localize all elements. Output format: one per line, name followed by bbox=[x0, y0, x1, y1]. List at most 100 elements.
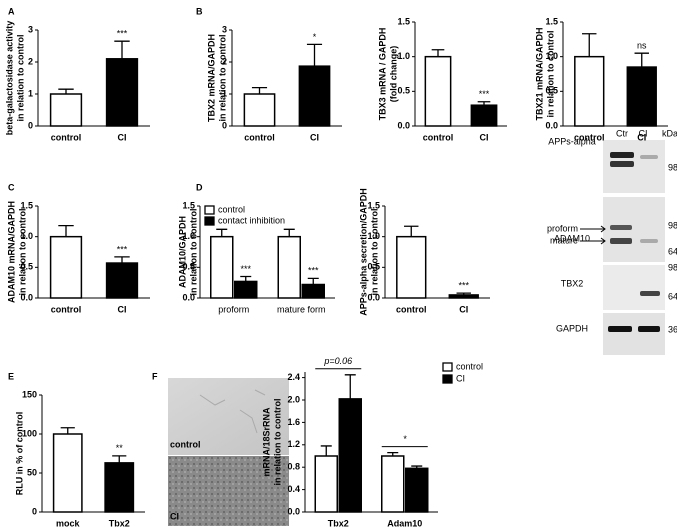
bar bbox=[448, 294, 479, 299]
y-tick-label: 100 bbox=[22, 428, 37, 438]
error-bar bbox=[240, 275, 252, 282]
y-tick-label: 3 bbox=[222, 24, 227, 34]
y-axis-label: TBX2 mRNA/GAPDH bbox=[206, 34, 216, 122]
error-bar bbox=[307, 277, 319, 285]
x-tick-label: control bbox=[574, 132, 605, 142]
annotation: ** bbox=[116, 443, 124, 453]
y-tick-label: 1.5 bbox=[20, 200, 33, 210]
annotation: *** bbox=[308, 266, 319, 276]
y-axis-label: ADAM10 mRNA/GAPDH bbox=[6, 201, 16, 303]
x-tick-label: CI bbox=[310, 132, 319, 142]
error-bar bbox=[431, 49, 445, 57]
annotation: *** bbox=[117, 29, 128, 39]
y-tick-label: 0.0 bbox=[367, 292, 380, 302]
cell-outline bbox=[199, 389, 266, 434]
annotation: *** bbox=[117, 244, 128, 254]
lane-label: CI bbox=[639, 128, 648, 138]
x-tick-label: CI bbox=[480, 132, 489, 142]
y-tick-label: 1.6 bbox=[287, 417, 300, 427]
legend-swatch bbox=[442, 362, 453, 372]
y-tick-label: 50 bbox=[27, 467, 37, 477]
y-tick-label: 0.5 bbox=[397, 86, 410, 96]
y-tick-label: 1.0 bbox=[20, 231, 33, 241]
x-tick-label: Tbx2 bbox=[328, 518, 349, 527]
panel-letter: F bbox=[152, 371, 158, 381]
legend-swatch bbox=[442, 374, 453, 384]
bar bbox=[234, 280, 258, 299]
y-tick-label: 2 bbox=[28, 56, 33, 66]
micrograph-ci bbox=[168, 456, 289, 526]
x-tick-label: CI bbox=[118, 304, 127, 314]
bar bbox=[104, 462, 135, 513]
annotation: *** bbox=[479, 89, 490, 99]
bar bbox=[301, 283, 325, 299]
y-axis-label: in relation to control bbox=[217, 35, 227, 122]
x-tick-label: control bbox=[51, 132, 82, 142]
panel-letter: A bbox=[8, 6, 15, 16]
bar bbox=[396, 235, 427, 299]
y-tick-label: 0.4 bbox=[287, 484, 300, 494]
y-tick-label: 0.5 bbox=[545, 86, 558, 96]
y-tick-label: 0 bbox=[32, 506, 37, 516]
y-axis-label: APPs-alpha secretion/GAPDH bbox=[358, 188, 368, 316]
x-tick-label: CI bbox=[459, 304, 468, 314]
blot-row-label: ADAM10 bbox=[554, 233, 590, 243]
bar bbox=[338, 398, 362, 513]
band bbox=[610, 225, 632, 230]
image-label: CI bbox=[170, 511, 179, 521]
legend-swatch bbox=[204, 205, 215, 215]
bar bbox=[277, 235, 301, 299]
bar bbox=[381, 455, 405, 513]
bar bbox=[210, 235, 234, 299]
blot-row-label: TBX2 bbox=[561, 278, 584, 288]
y-tick-label: 0.0 bbox=[287, 506, 300, 516]
band bbox=[610, 152, 634, 158]
panel-letter: E bbox=[8, 371, 14, 381]
y-axis-label: TBX21 mRNA/GAPDH bbox=[534, 27, 544, 120]
y-axis-label: in relation to control bbox=[17, 209, 27, 296]
bar bbox=[243, 93, 276, 127]
x-tick-label: control bbox=[396, 304, 427, 314]
blot-strip bbox=[603, 313, 665, 355]
annotation: ns bbox=[637, 41, 647, 51]
x-tick-label: CI bbox=[118, 132, 127, 142]
y-tick-label: 1.0 bbox=[545, 51, 558, 61]
error-bar bbox=[58, 224, 74, 237]
annotation: p=0.06 bbox=[323, 356, 352, 366]
y-tick-label: 0.0 bbox=[545, 120, 558, 130]
y-tick-label: 0.0 bbox=[397, 120, 410, 130]
legend-swatch bbox=[204, 216, 215, 226]
y-axis-label: mRNA/18SrRNA bbox=[261, 407, 271, 477]
bar bbox=[298, 65, 331, 127]
y-tick-label: 1.0 bbox=[397, 51, 410, 61]
legend-label: CI bbox=[456, 373, 465, 383]
x-tick-label: control bbox=[51, 304, 82, 314]
band bbox=[640, 239, 658, 243]
panel-letter: D bbox=[196, 182, 203, 192]
y-tick-label: 2 bbox=[222, 56, 227, 66]
y-axis-label: in relation to control bbox=[369, 209, 379, 296]
y-axis-label: in relation to control bbox=[15, 35, 25, 122]
error-bar bbox=[114, 256, 130, 264]
legend-label: control bbox=[218, 204, 245, 214]
panel-letter: C bbox=[8, 182, 15, 192]
error-bar bbox=[112, 455, 127, 463]
x-tick-label: Adam10 bbox=[387, 518, 422, 527]
error-bar bbox=[114, 40, 130, 59]
bar bbox=[314, 455, 338, 513]
error-bar bbox=[344, 374, 356, 399]
legend-label: contact inhibition bbox=[218, 215, 285, 225]
y-axis-label: in relation to control bbox=[545, 31, 555, 118]
bar bbox=[105, 58, 139, 127]
micrograph-control bbox=[168, 378, 289, 455]
error-bar bbox=[58, 88, 74, 94]
kda-label: 98 bbox=[668, 220, 677, 230]
y-tick-label: 1 bbox=[28, 88, 33, 98]
band bbox=[610, 238, 632, 244]
error-bar bbox=[306, 43, 323, 67]
x-tick-label: CI bbox=[637, 132, 646, 142]
y-tick-label: 0.5 bbox=[182, 262, 195, 272]
bar bbox=[52, 433, 83, 513]
kda-label: 64 bbox=[668, 246, 677, 256]
